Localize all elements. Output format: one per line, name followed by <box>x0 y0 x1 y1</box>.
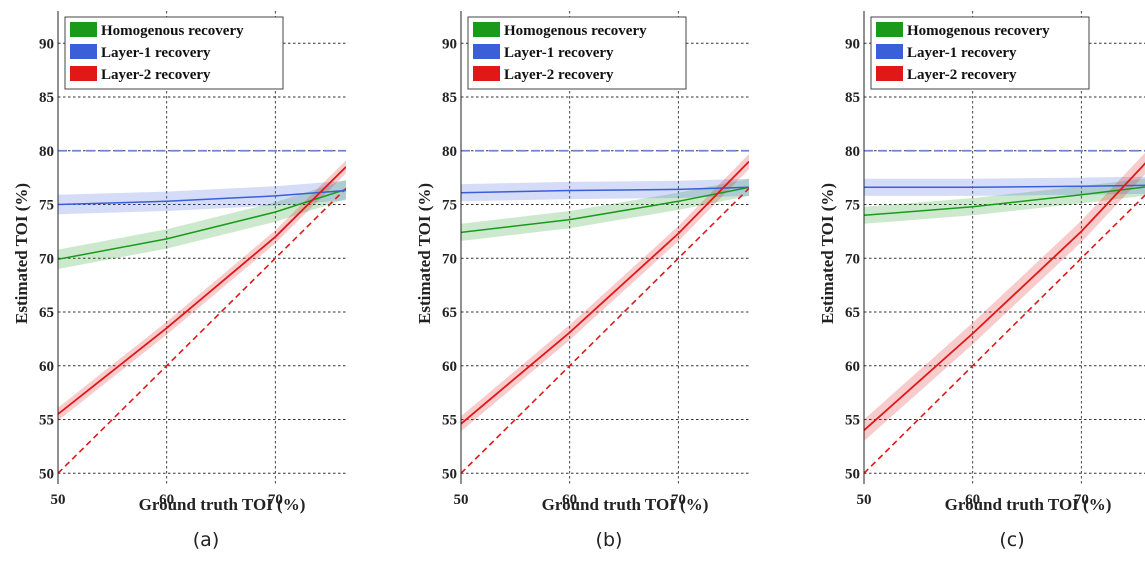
series-line <box>461 186 749 194</box>
plot-area <box>461 149 749 474</box>
y-axis-label: Estimated TOI (%) <box>12 183 31 324</box>
legend: Homogenous recovery Layer-1 recovery Layer… <box>64 16 284 90</box>
series-band <box>461 178 749 241</box>
legend: Homogenous recovery Layer-1 recovery Layer… <box>467 16 687 90</box>
legend: Homogenous recovery Layer-1 recovery Layer… <box>870 16 1090 90</box>
x-tick-label: 60 <box>159 492 174 508</box>
y-tick-label: 55 <box>442 413 457 429</box>
x-axis-label: Ground truth TOI (%) <box>139 495 306 514</box>
series-band <box>58 160 346 421</box>
y-tick-label: 85 <box>442 90 457 106</box>
legend-swatch <box>876 66 903 81</box>
x-tick-label: 60 <box>965 492 980 508</box>
x-axis-label: Ground truth TOI (%) <box>542 495 709 514</box>
x-tick-label: 50 <box>51 492 66 508</box>
legend-swatch <box>473 44 500 59</box>
legend-swatch <box>473 66 500 81</box>
y-axis-label: Estimated TOI (%) <box>415 183 434 324</box>
y-tick-label: 70 <box>39 251 54 267</box>
y-tick-label: 55 <box>39 413 54 429</box>
x-tick-label: 50 <box>857 492 872 508</box>
y-tick-label: 65 <box>845 305 860 321</box>
y-tick-label: 55 <box>845 413 860 429</box>
legend-swatch <box>70 44 97 59</box>
series-band <box>864 152 1145 441</box>
y-tick-label: 60 <box>845 359 860 375</box>
identity-line <box>864 194 1145 474</box>
legend-swatch <box>70 22 97 37</box>
y-tick-label: 75 <box>845 198 860 214</box>
series-band <box>864 178 1145 224</box>
legend-swatch <box>876 22 903 37</box>
legend-swatch <box>876 44 903 59</box>
x-tick-label: 50 <box>454 492 469 508</box>
y-tick-label: 65 <box>442 305 457 321</box>
y-tick-label: 75 <box>442 198 457 214</box>
legend-entry: Homogenous recovery <box>907 23 1050 39</box>
series-line <box>864 186 1145 217</box>
legend-swatch <box>473 22 500 37</box>
legend-entry: Layer-1 recovery <box>504 45 614 61</box>
series-line <box>864 162 1145 431</box>
legend-entry: Layer-2 recovery <box>907 67 1017 83</box>
y-tick-label: 50 <box>442 466 457 482</box>
panel-label: (a) <box>193 529 219 551</box>
legend-box <box>467 16 687 90</box>
y-tick-label: 65 <box>39 305 54 321</box>
y-tick-label: 60 <box>442 359 457 375</box>
y-tick-label: 80 <box>845 144 860 160</box>
panel-label: (b) <box>596 529 623 551</box>
y-tick-label: 80 <box>39 144 54 160</box>
x-tick-label: 70 <box>268 492 283 508</box>
series-line <box>461 160 749 425</box>
y-tick-label: 90 <box>845 36 860 52</box>
y-tick-label: 70 <box>442 251 457 267</box>
series-line <box>461 186 749 234</box>
identity-line <box>58 187 346 474</box>
legend-entry: Layer-2 recovery <box>504 67 614 83</box>
y-axis-label: Estimated TOI (%) <box>818 183 837 324</box>
y-tick-label: 85 <box>39 90 54 106</box>
legend-entry: Layer-1 recovery <box>101 45 211 61</box>
legend-box <box>64 16 284 90</box>
identity-line <box>461 187 749 474</box>
plot-area <box>58 149 346 474</box>
legend-box <box>870 16 1090 90</box>
x-tick-label: 60 <box>562 492 577 508</box>
legend-swatch <box>70 66 97 81</box>
y-tick-label: 70 <box>845 251 860 267</box>
x-tick-label: 70 <box>671 492 686 508</box>
series-band <box>58 179 346 269</box>
legend-entry: Layer-2 recovery <box>101 67 211 83</box>
y-tick-label: 60 <box>39 359 54 375</box>
series-line <box>864 184 1145 189</box>
x-axis-label: Ground truth TOI (%) <box>945 495 1112 514</box>
series-band <box>461 154 749 432</box>
y-tick-label: 90 <box>442 36 457 52</box>
series-line <box>58 166 346 415</box>
plot-area <box>864 149 1145 474</box>
y-tick-label: 50 <box>845 466 860 482</box>
y-tick-label: 50 <box>39 466 54 482</box>
legend-entry: Layer-1 recovery <box>907 45 1017 61</box>
y-tick-label: 90 <box>39 36 54 52</box>
x-tick-label: 70 <box>1074 492 1089 508</box>
y-tick-label: 85 <box>845 90 860 106</box>
y-tick-label: 80 <box>442 144 457 160</box>
legend-entry: Homogenous recovery <box>101 23 244 39</box>
series-band <box>58 180 346 215</box>
legend-entry: Homogenous recovery <box>504 23 647 39</box>
panel-label: (c) <box>999 529 1024 551</box>
y-tick-label: 75 <box>39 198 54 214</box>
series-line <box>58 189 346 206</box>
